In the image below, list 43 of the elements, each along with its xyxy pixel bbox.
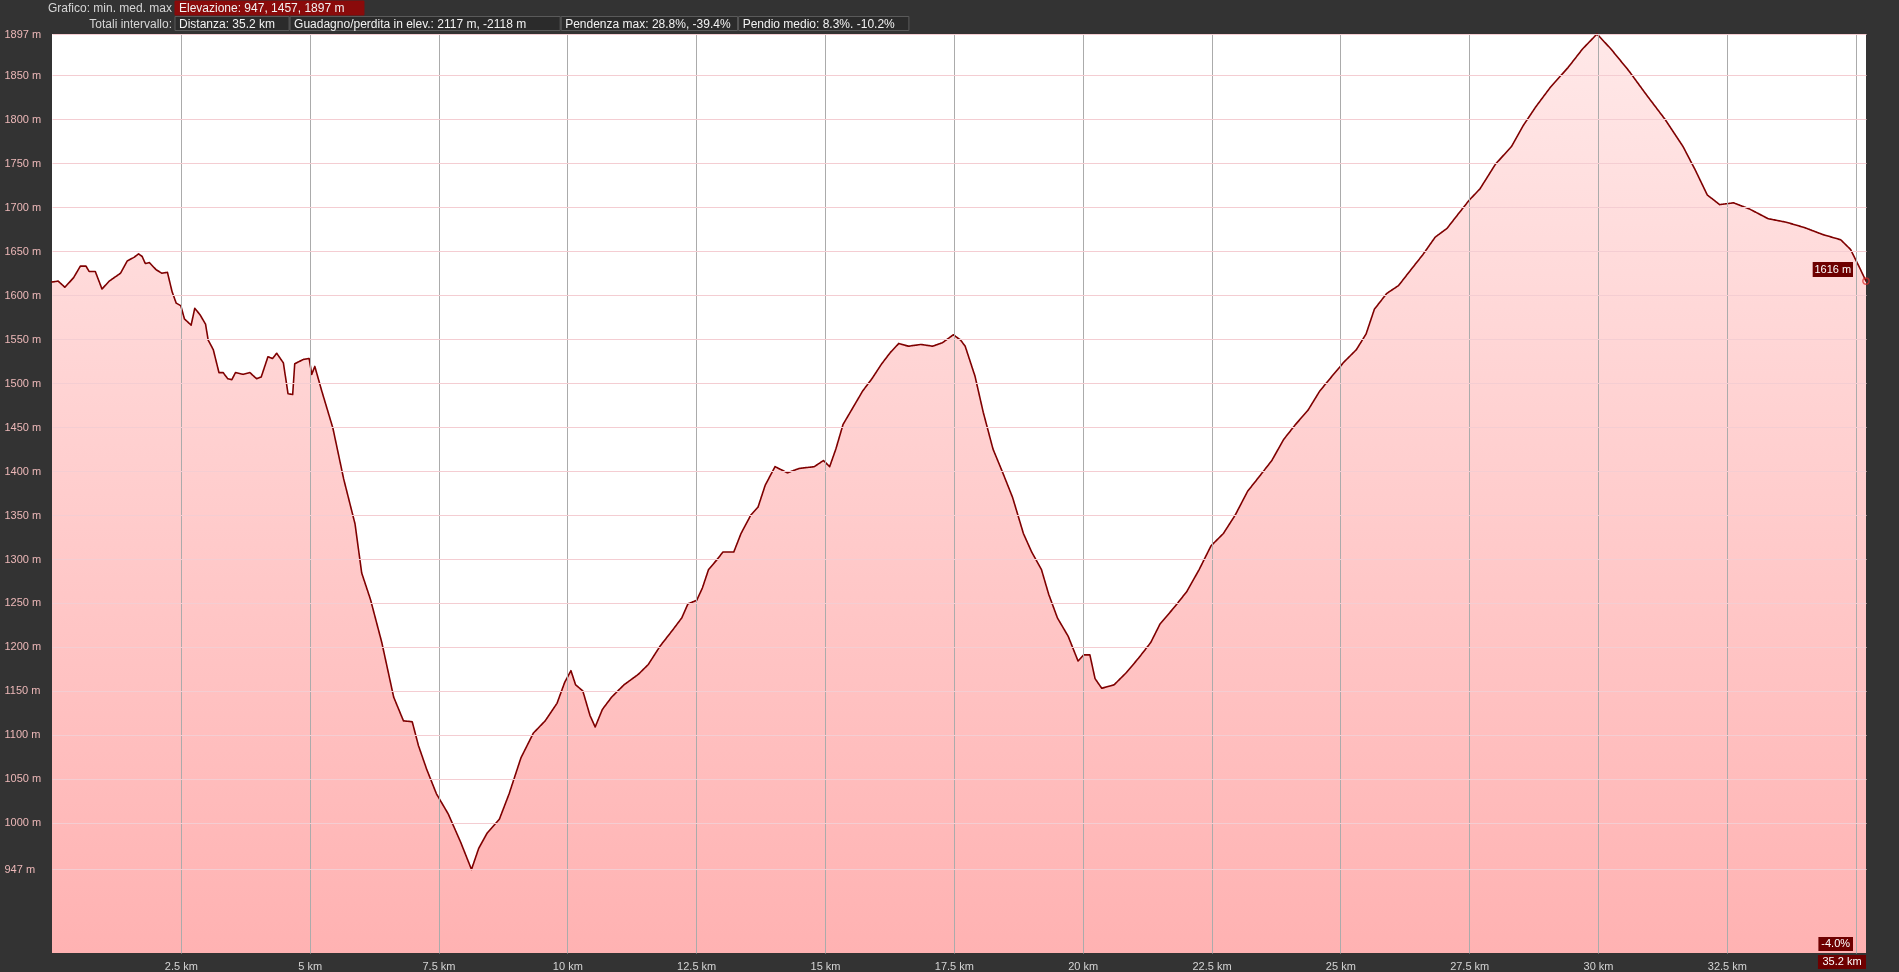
y-tick-label: 1200 m [4,640,42,653]
x-tick-label: 20 km [1068,959,1099,972]
y-tick-label: 1600 m [4,288,42,301]
y-tick-label: 1000 m [4,816,42,829]
text: Distanza: 35.2 km [179,16,276,31]
x-tick-label: 32.5 km [1707,959,1747,972]
y-tick-label: 1150 m [4,684,41,697]
annotation: 1616 m [1814,262,1852,275]
y-tick-label: 1400 m [4,464,42,477]
x-tick-label: 22.5 km [1192,959,1232,972]
y-tick-label: 1897 m [4,27,42,40]
y-tick-label: 1800 m [4,112,42,125]
y-tick-label: 1700 m [4,200,42,213]
y-tick-label: 1300 m [4,552,42,565]
y-tick-label: 1350 m [4,508,42,521]
x-tick-label: 30 km [1583,959,1614,972]
text: 35.2 km [1822,955,1862,967]
x-tick-label: 15 km [810,959,841,972]
y-tick-label: 1250 m [4,596,42,609]
text: Guadagno/perdita in elev.: 2117 m, -2118 m [294,16,527,31]
y-tick-label: 1650 m [4,244,42,257]
y-tick-label: 1050 m [4,772,42,785]
x-tick-label: 25 km [1325,959,1356,972]
y-tick-label: 1750 m [4,156,42,169]
x-tick-label: 12.5 km [677,959,717,972]
x-tick-label: 7.5 km [422,959,456,972]
x-tick-label: 2.5 km [164,959,198,972]
y-tick-label: 1550 m [4,332,42,345]
y-tick-label: 1450 m [4,420,42,433]
text: Totali intervallo: [89,16,172,31]
x-tick-label: 10 km [552,959,583,972]
annotation: -4.0% [1821,937,1851,949]
text: Pendio medio: 8.3%. -10.2% [742,16,896,31]
y-tick-label: 947 m [4,862,36,875]
x-tick-label: 17.5 km [934,959,974,972]
x-tick-label: 5 km [298,959,323,972]
y-tick-label: 1100 m [4,728,41,741]
text: Pendenza max: 28.8%, -39.4% [565,16,731,31]
text: Elevazione: 947, 1457, 1897 m [179,1,345,15]
text: Grafico: min. med. max [47,1,172,15]
y-tick-label: 1850 m [4,68,42,81]
x-tick-label: 27.5 km [1450,959,1490,972]
y-tick-label: 1500 m [4,376,42,389]
